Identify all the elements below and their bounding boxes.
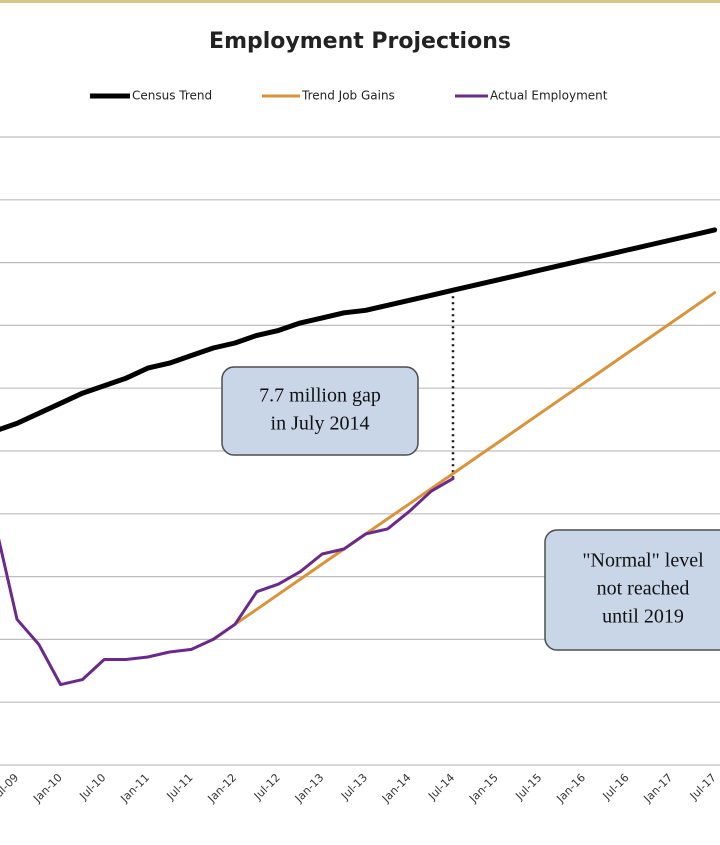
x-tick-label: Jan-16 — [553, 771, 588, 806]
x-tick-label: Jul-12 — [251, 771, 283, 803]
x-tick-label: Jul-11 — [164, 771, 196, 803]
plot-area — [0, 227, 718, 687]
annotation-text: not reached — [597, 578, 690, 600]
series-line — [211, 291, 717, 641]
frame-top — [0, 0, 720, 3]
x-tick-label: Jan-15 — [466, 771, 501, 806]
x-axis: Jul-09 Jan-10 Jul-10 Jan-11 Jul-11 Jan-12 Jul-… — [0, 771, 719, 806]
x-tick-label: Jul-10 — [76, 771, 108, 803]
x-tick-label: Jan-14 — [379, 771, 414, 806]
annotation-text: until 2019 — [602, 606, 684, 628]
x-tick-label: Jul-09 — [0, 771, 21, 803]
x-tick-label: Jul-13 — [338, 771, 370, 803]
x-tick-label: Jan-17 — [641, 771, 676, 806]
legend-label: Census Trend — [132, 89, 212, 103]
chart-title: Employment Projections — [209, 29, 511, 54]
x-tick-label: Jul-14 — [425, 771, 457, 803]
x-tick-label: Jul-16 — [600, 771, 632, 803]
series-line — [0, 477, 455, 687]
annotation-text: "Normal" level — [582, 550, 704, 572]
x-tick-label: Jul-17 — [687, 771, 719, 803]
x-tick-label: Jan-13 — [292, 771, 327, 806]
x-tick-label: Jan-11 — [117, 771, 152, 806]
annotation-text: in July 2014 — [271, 413, 370, 435]
annotations: 7.7 million gap in July 2014 "Normal" leve… — [221, 366, 720, 651]
legend: Census Trend Trend Job Gains Actual Employ… — [90, 89, 608, 103]
x-tick-label: Jan-12 — [205, 771, 240, 806]
annotation-text: 7.7 million gap — [259, 385, 381, 407]
x-tick-label: Jul-15 — [512, 771, 544, 803]
annotation-box — [544, 529, 720, 651]
annotation-box — [221, 366, 419, 456]
series-line — [0, 227, 718, 432]
x-tick-label: Jan-10 — [30, 771, 65, 806]
legend-label: Trend Job Gains — [301, 89, 395, 103]
legend-label: Actual Employment — [490, 89, 608, 103]
